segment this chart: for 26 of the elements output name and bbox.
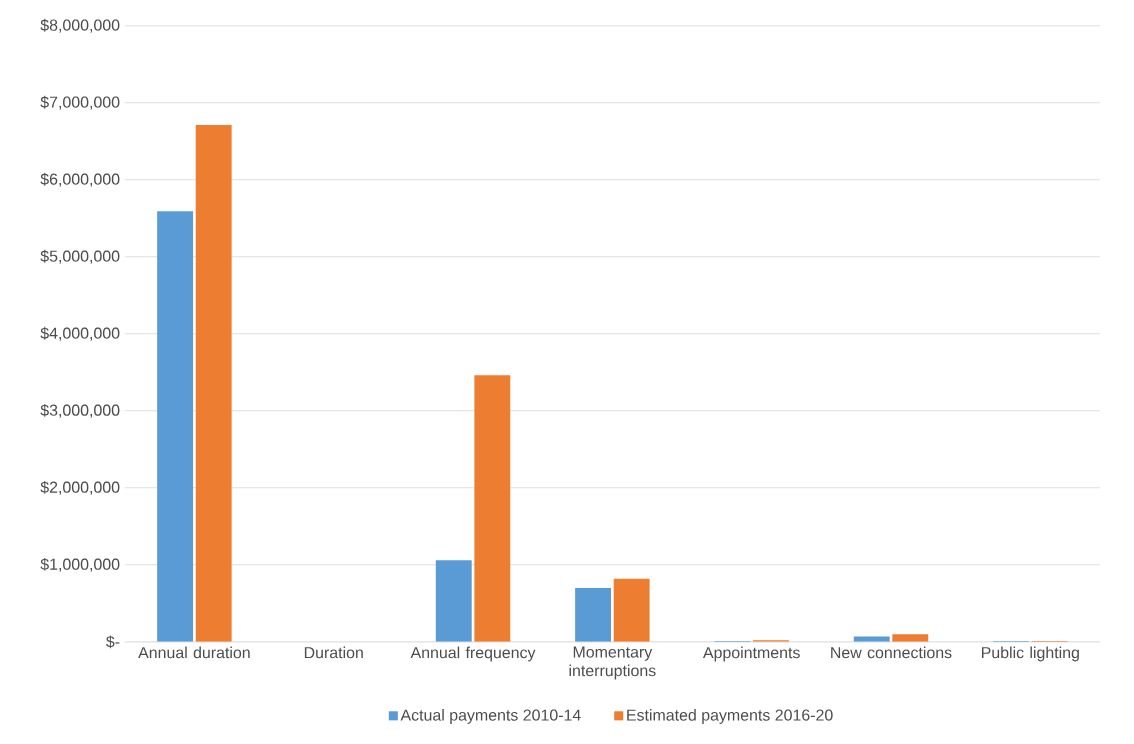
- x-tick-label: New connections: [831, 646, 952, 659]
- legend-label: Actual payments 2010-14: [400, 709, 581, 724]
- bar: [613, 578, 650, 642]
- y-tick-label: $-: [106, 635, 120, 649]
- x-tick-label: Appointments: [702, 646, 800, 662]
- y-tick-label: $5,000,000: [40, 249, 120, 264]
- bar: [892, 634, 929, 642]
- x-tick-label: Annual frequency: [410, 646, 536, 662]
- x-tick-label: Public lighting: [982, 646, 1079, 662]
- x-tick-label: Duration: [304, 646, 363, 659]
- x-tick-label: Momentary interruptions: [569, 646, 656, 680]
- bar: [435, 560, 472, 642]
- y-tick-label: $3,000,000: [40, 403, 120, 418]
- y-tick-label: $7,000,000: [40, 95, 120, 110]
- bar: [474, 375, 511, 642]
- legend-label: Estimated payments 2016-20: [627, 709, 833, 724]
- y-tick-label: $4,000,000: [40, 326, 120, 341]
- y-tick-label: $6,000,000: [40, 172, 120, 187]
- y-tick-label: $1,000,000: [40, 557, 120, 572]
- bar: [157, 211, 194, 642]
- y-tick-label: $2,000,000: [40, 480, 120, 495]
- bar: [575, 587, 612, 642]
- x-tick-label: Annual duration: [138, 646, 250, 659]
- bar: [195, 125, 232, 642]
- y-tick-label: $8,000,000: [40, 18, 120, 33]
- bar: [853, 636, 890, 642]
